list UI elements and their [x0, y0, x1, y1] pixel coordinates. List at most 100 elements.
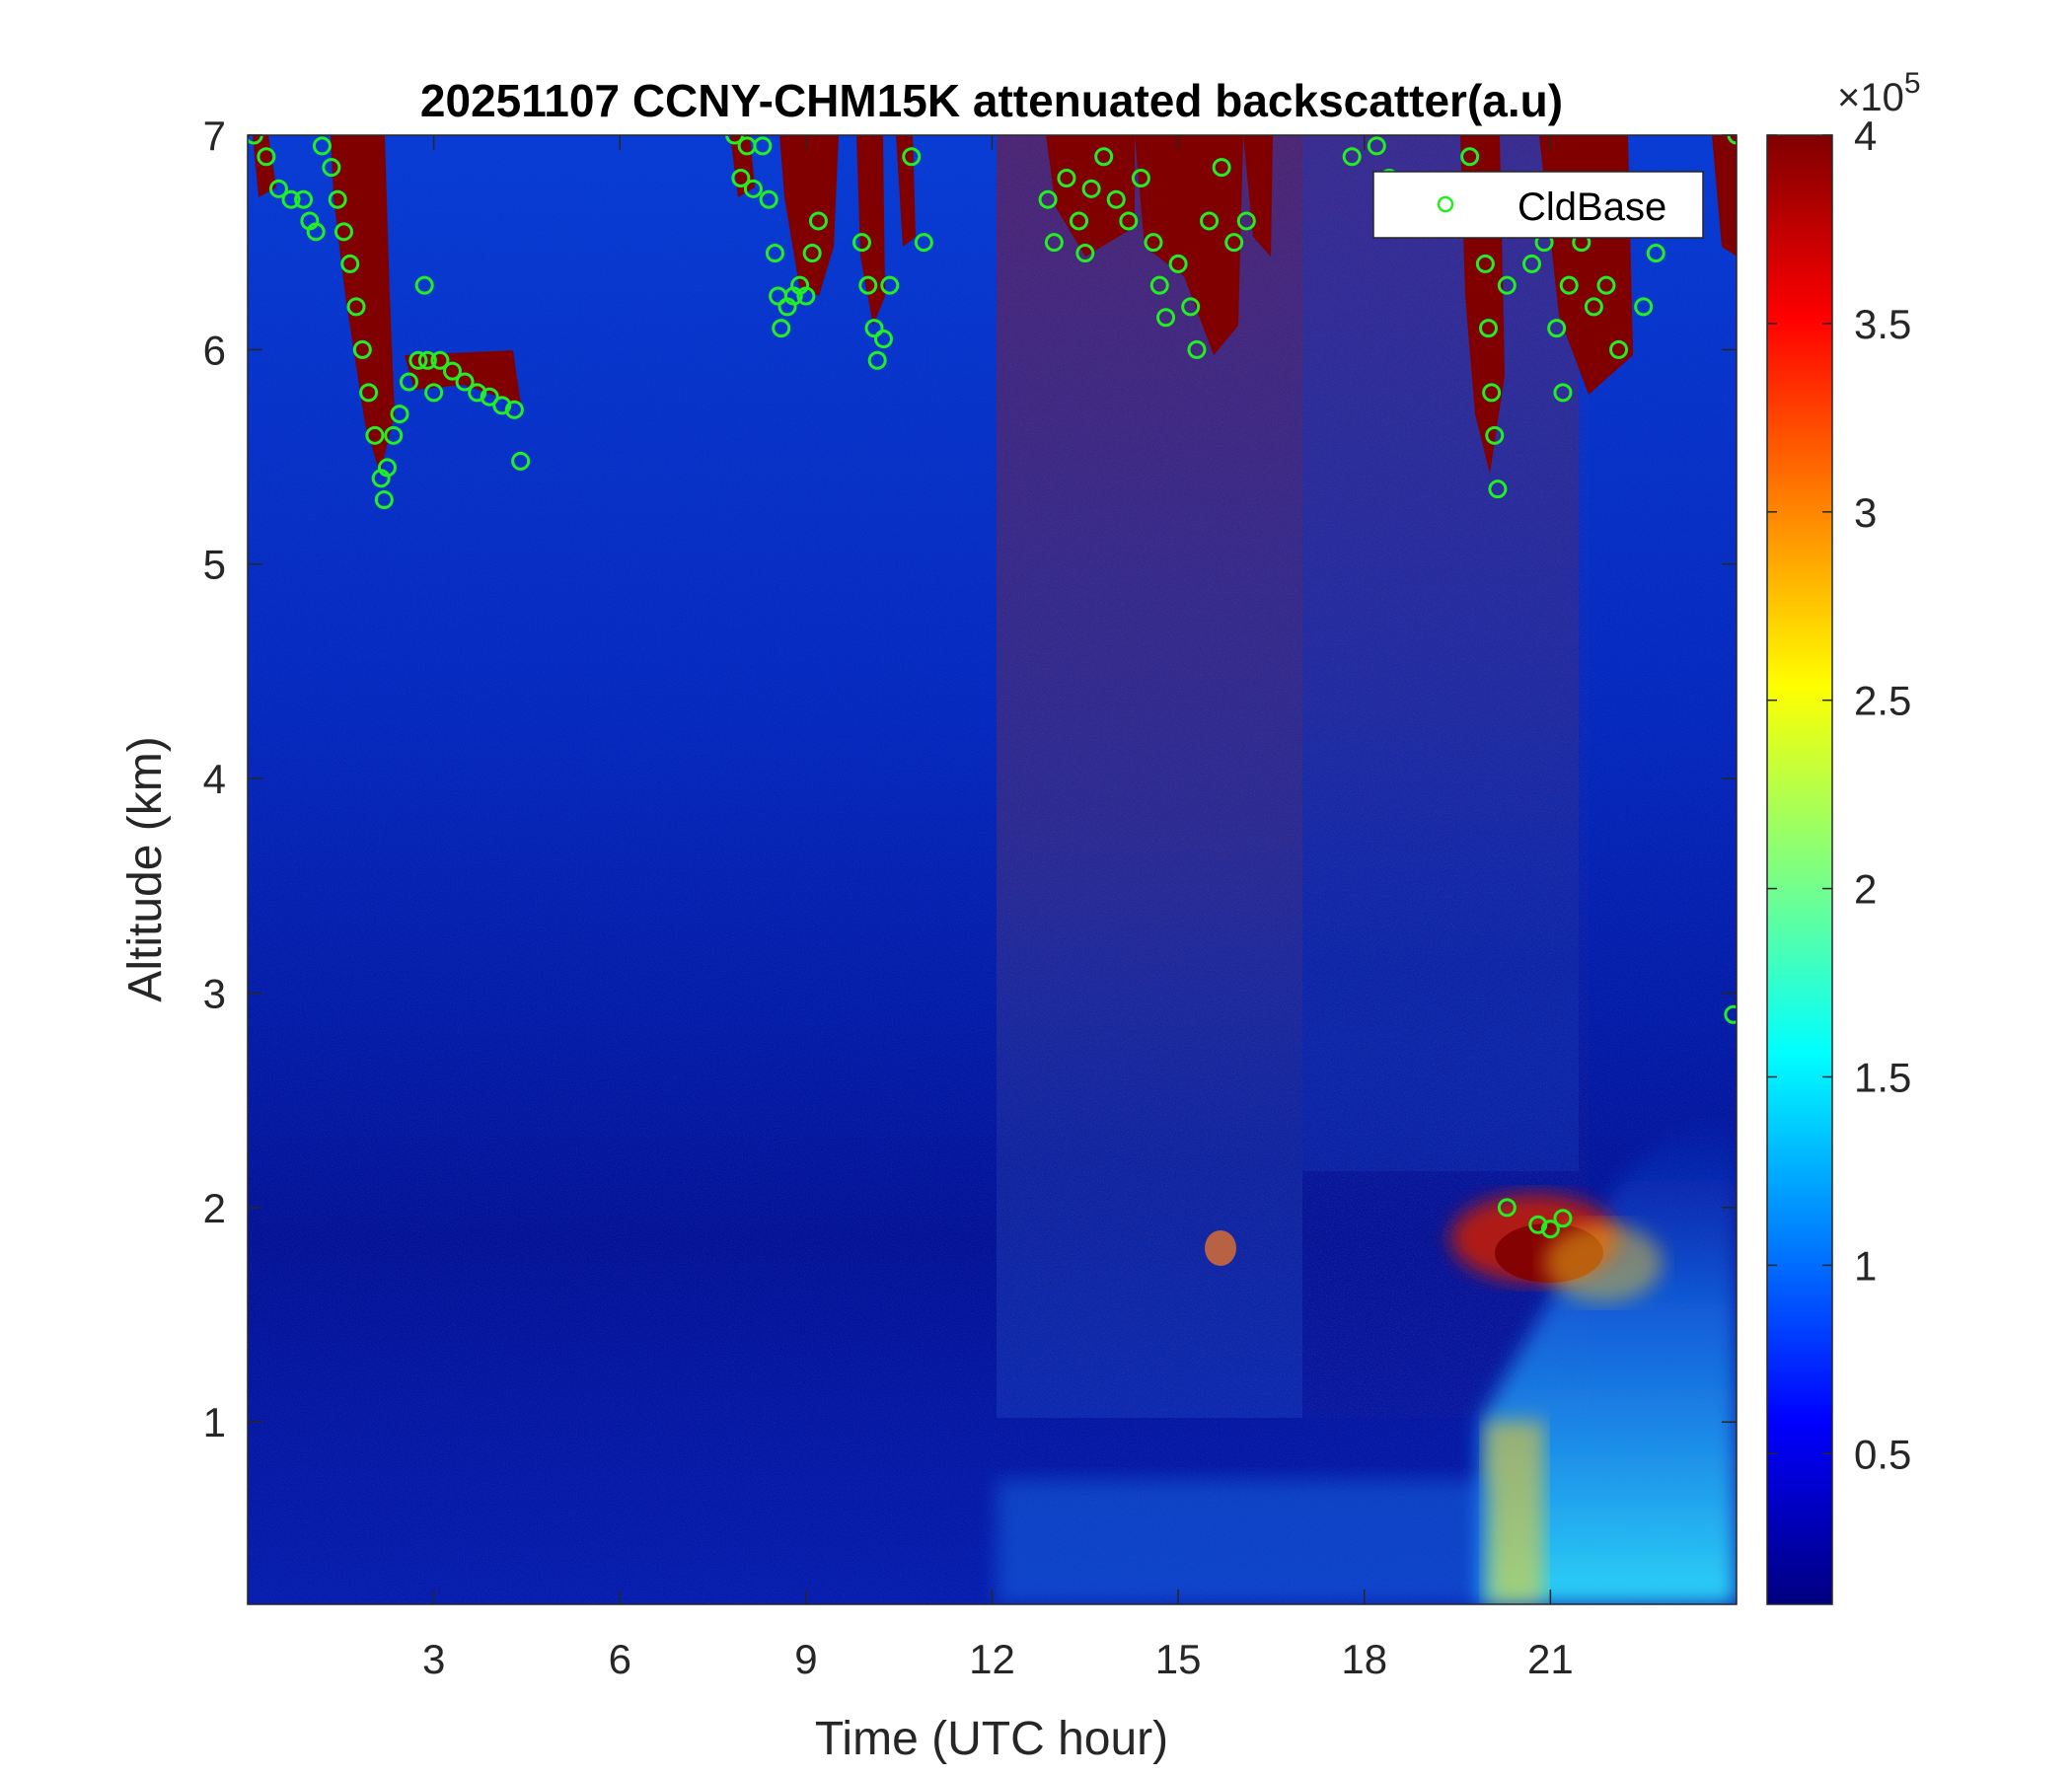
y-tick-label: 3 — [203, 970, 226, 1016]
cldbase-point — [1236, 211, 1256, 231]
cldbase-point — [731, 168, 751, 187]
cldbase-point — [399, 372, 418, 392]
cldbase-point — [1187, 339, 1207, 359]
x-tick-label: 18 — [1341, 1636, 1387, 1682]
cldbase-point — [480, 387, 499, 407]
cldbase-point — [858, 275, 878, 295]
cldbase-point — [328, 189, 347, 209]
cldbase-point — [808, 211, 828, 231]
cldbase-point — [322, 158, 341, 178]
cldbase-point — [1528, 1215, 1548, 1234]
cldbase-point — [880, 275, 900, 295]
cldbase-point — [1485, 425, 1505, 445]
cldbase-point — [1488, 480, 1508, 499]
cldbase-point — [1168, 254, 1188, 273]
cldbase-point — [281, 189, 301, 209]
cldbase-point — [772, 319, 791, 338]
colorbar-tick-label: 3.5 — [1854, 301, 1911, 347]
cldbase-point — [374, 490, 394, 510]
cldbase-point — [1609, 339, 1629, 359]
cldbase-point — [1342, 147, 1362, 167]
cldbase-point — [1156, 308, 1176, 328]
cldbase-point — [753, 136, 773, 156]
cldbase-point — [333, 222, 353, 242]
cldbase-point — [1075, 244, 1095, 263]
cldbase-point — [851, 233, 871, 253]
cldbase-point — [1475, 254, 1495, 273]
cldbase-point — [468, 383, 487, 403]
y-tick-label: 5 — [203, 542, 226, 588]
cldbase-point — [759, 189, 778, 209]
cldbase-point — [1081, 179, 1101, 198]
y-axis: 1 2 3 4 5 6 7 — [203, 112, 1737, 1445]
cldbase-point — [867, 350, 887, 370]
cldbase-point — [873, 330, 893, 349]
cldbase-point — [365, 425, 385, 445]
cldbase-point — [1038, 189, 1058, 209]
cldbase-point — [1724, 1004, 1737, 1024]
cldbase-point — [1540, 1220, 1560, 1239]
colorbar-tick-label: 2 — [1854, 866, 1877, 913]
cldbase-point — [1547, 319, 1567, 338]
cldbase-point — [1559, 275, 1579, 295]
cldbase-point — [725, 135, 745, 145]
cldbase-point — [352, 339, 372, 359]
cldbase-point — [1106, 189, 1126, 209]
cldbase-point — [1212, 158, 1231, 178]
cldbase-point — [1479, 319, 1498, 338]
cldbase-point — [765, 244, 784, 263]
cldbase-point — [1482, 383, 1502, 403]
x-tick-label: 12 — [969, 1636, 1015, 1682]
cldbase-point — [864, 319, 884, 338]
colorbar-tick-label: 3 — [1854, 489, 1877, 536]
cldbase-point — [1057, 168, 1076, 187]
cldbase-point — [248, 135, 263, 145]
cldbase-point — [346, 297, 366, 317]
cldbase-point — [1144, 233, 1163, 253]
cldbase-point — [1367, 136, 1386, 156]
x-axis: 3 6 9 12 15 18 21 — [422, 135, 1574, 1682]
x-tick-label: 9 — [794, 1636, 817, 1682]
cldbase-point — [914, 233, 933, 253]
cldbase-point — [268, 179, 288, 198]
legend-cldbase-marker — [1437, 195, 1454, 213]
legend: CldBase — [1372, 171, 1704, 239]
cldbase-point — [312, 136, 332, 156]
cldbase-point — [1149, 275, 1169, 295]
y-axis-label: Altitude (km) — [119, 736, 172, 1001]
cldbase-point — [359, 383, 379, 403]
cldbase-point — [1497, 1198, 1517, 1218]
legend-cldbase-label: CldBase — [1517, 185, 1666, 229]
cldbase-point — [504, 400, 524, 419]
y-tick-label: 7 — [203, 112, 226, 159]
cldbase-point — [1224, 233, 1244, 253]
cldbase-point — [1522, 254, 1542, 273]
x-tick-label: 3 — [422, 1636, 445, 1682]
cldbase-point — [796, 286, 816, 306]
colorbar-tick-label: 1.5 — [1854, 1054, 1911, 1100]
cldbase-point — [1646, 244, 1665, 263]
cldbase-point — [424, 383, 444, 403]
heatmap — [248, 135, 1737, 1604]
x-tick-label: 15 — [1155, 1636, 1202, 1682]
colorbar-tick-label: 4 — [1854, 112, 1877, 159]
chart-title: 20251107 CCNY-CHM15K attenuated backscat… — [420, 75, 1563, 126]
cldbase-point — [1119, 211, 1139, 231]
cldbase-point — [384, 425, 404, 445]
cldbase-point — [306, 222, 326, 242]
cldbase-point — [408, 350, 428, 370]
y-tick-label: 1 — [203, 1399, 226, 1445]
cldbase-point — [390, 405, 409, 424]
cldbase-point — [1460, 147, 1480, 167]
cldbase-point — [1497, 275, 1517, 295]
cldbase-point — [1070, 211, 1089, 231]
cldbase-point — [1596, 275, 1616, 295]
colorbar-tick-label: 2.5 — [1854, 678, 1911, 724]
x-tick-label: 21 — [1527, 1636, 1574, 1682]
cldbase-point — [294, 189, 314, 209]
cldbase-point — [1094, 147, 1114, 167]
cldbase-point — [1181, 297, 1201, 317]
cldbase-point — [1044, 233, 1064, 253]
cldbase-point — [1200, 211, 1220, 231]
